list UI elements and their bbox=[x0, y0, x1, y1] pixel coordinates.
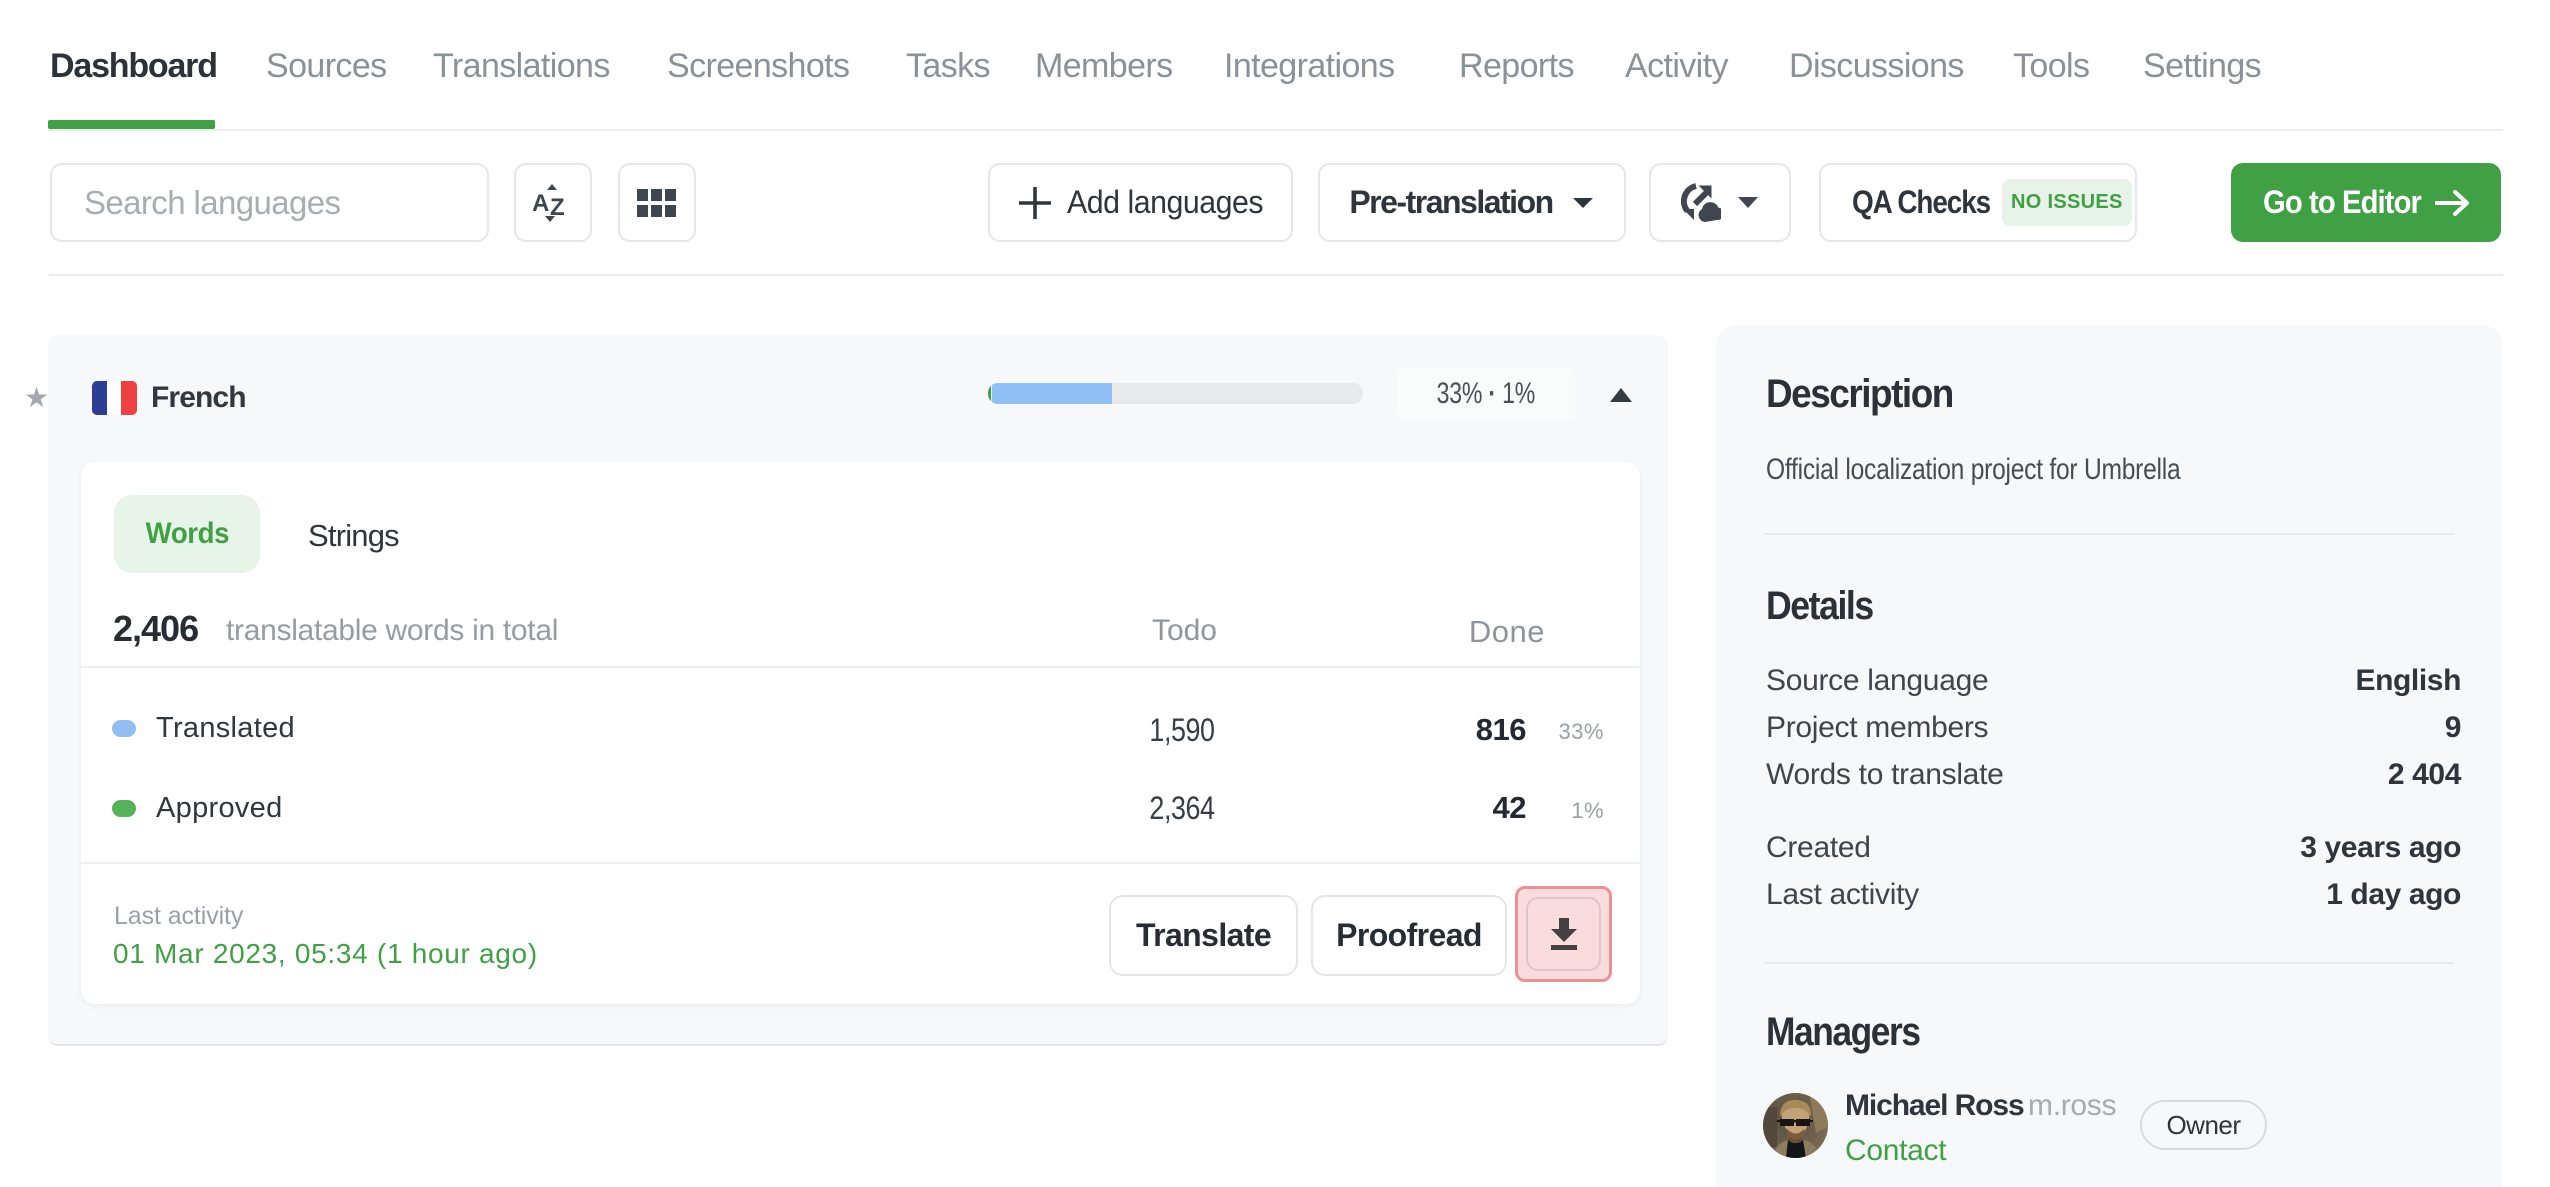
svg-text:A: A bbox=[533, 190, 549, 217]
svg-text:Z: Z bbox=[550, 194, 565, 221]
